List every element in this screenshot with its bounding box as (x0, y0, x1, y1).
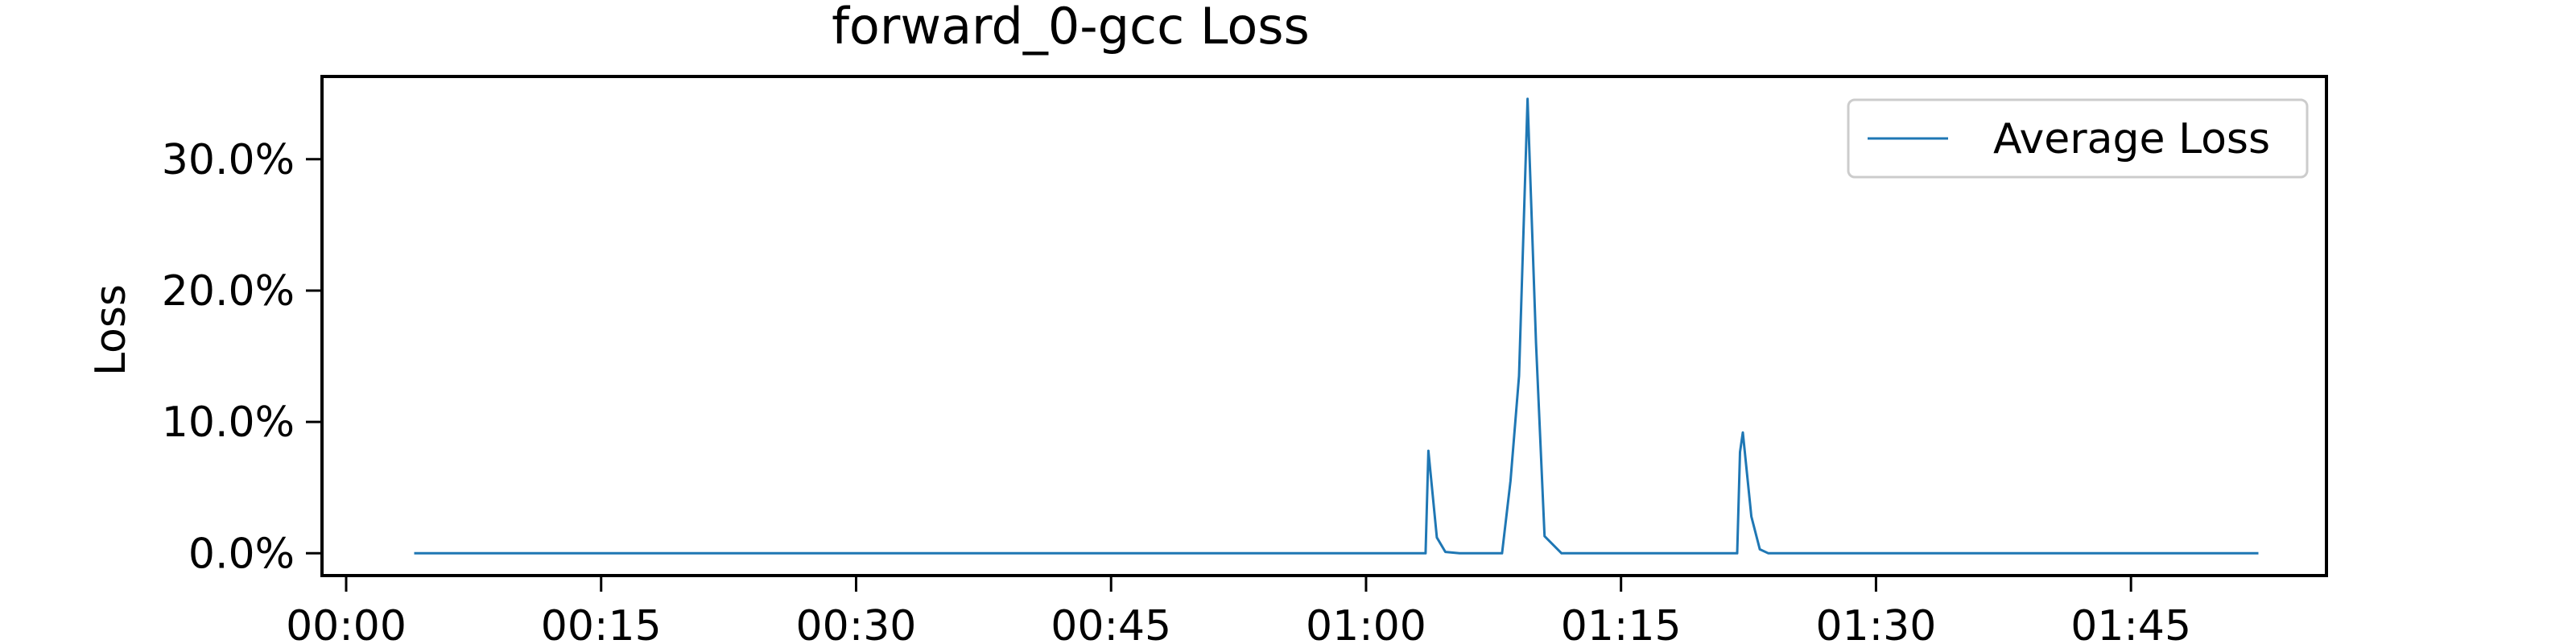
x-tick-label: 00:15 (541, 602, 662, 644)
legend-box (1847, 98, 2309, 179)
plot-area-frame (320, 75, 2328, 577)
y-axis-title: Loss (87, 284, 135, 376)
legend-label: Average Loss (1993, 115, 2270, 163)
x-tick-label: 01:00 (1306, 602, 1426, 644)
y-tick-label: 10.0% (162, 398, 295, 447)
x-axis: 00:00 00:15 00:30 00:45 01:00 01:15 01:30 01:45 (286, 576, 2191, 644)
legend: Average Loss (1847, 98, 2309, 179)
x-tick-label: 01:15 (1561, 602, 1682, 644)
x-tick-label: 00:45 (1051, 602, 1171, 644)
chart-title: forward_0-gcc Loss (832, 0, 1310, 56)
series-layer (414, 97, 2259, 555)
y-axis: 0.0% 10.0% 20.0% 30.0% (162, 136, 322, 578)
x-tick-label: 01:45 (2070, 602, 2191, 644)
x-tick-label: 00:00 (286, 602, 407, 644)
y-tick-label: 30.0% (162, 136, 295, 184)
series-line-average-loss (414, 97, 2259, 555)
y-tick-label: 0.0% (188, 530, 295, 578)
x-tick-label: 01:30 (1815, 602, 1936, 644)
x-tick-label: 00:30 (796, 602, 917, 644)
y-tick-label: 20.0% (162, 267, 295, 316)
